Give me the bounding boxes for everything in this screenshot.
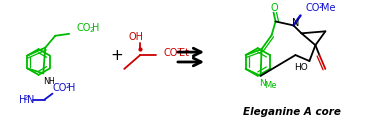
Text: Eleganine A core: Eleganine A core [243, 107, 341, 117]
Text: 2: 2 [89, 27, 93, 33]
Text: O: O [271, 3, 278, 13]
Text: +: + [110, 48, 122, 63]
Text: CO: CO [305, 3, 320, 13]
Text: CO: CO [76, 23, 91, 33]
Text: 2: 2 [176, 48, 180, 54]
Text: N: N [26, 95, 34, 105]
Text: 2: 2 [318, 3, 323, 9]
Text: N: N [43, 77, 50, 86]
Text: CO: CO [163, 48, 177, 58]
Text: HO: HO [294, 63, 308, 72]
Text: Et: Et [179, 48, 189, 58]
Text: N: N [259, 79, 266, 88]
Text: 2: 2 [65, 83, 70, 89]
Text: 2: 2 [23, 95, 28, 101]
Text: N: N [292, 18, 299, 28]
Text: H: H [19, 95, 26, 105]
Text: H: H [48, 77, 54, 86]
Text: H: H [68, 83, 76, 93]
Text: Me: Me [264, 81, 277, 90]
Text: CO: CO [53, 83, 67, 93]
Text: H: H [92, 23, 99, 33]
Text: Me: Me [321, 3, 336, 13]
Text: OH: OH [129, 32, 144, 42]
